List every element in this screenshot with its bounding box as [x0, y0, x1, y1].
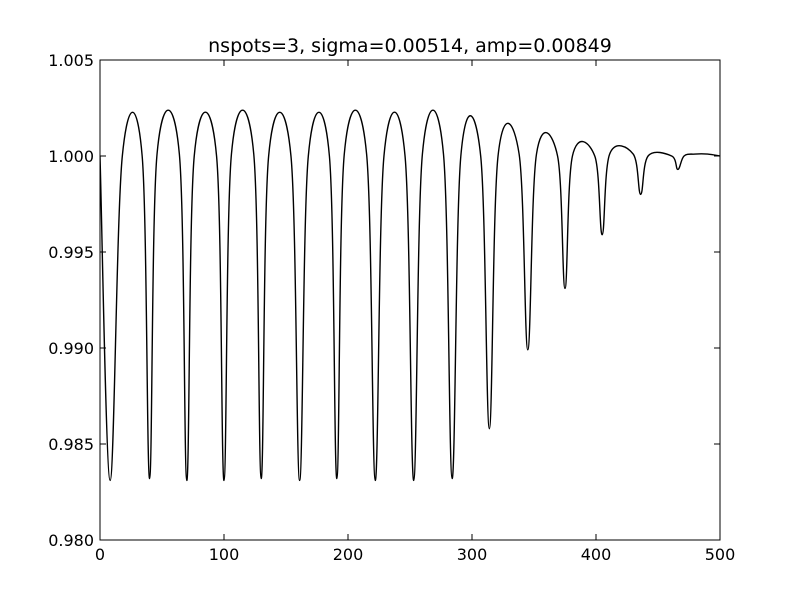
x-tick-label: 0 [95, 545, 105, 564]
x-tick-label: 400 [581, 545, 612, 564]
x-tick-label: 100 [209, 545, 240, 564]
y-tick-label: 0.990 [48, 339, 94, 358]
y-tick-label: 0.995 [48, 243, 94, 262]
series-line-0 [100, 109, 720, 482]
x-tick-label: 300 [457, 545, 488, 564]
y-tick-label: 1.005 [48, 51, 94, 70]
x-tick-label: 200 [333, 545, 364, 564]
x-tick-label: 500 [705, 545, 736, 564]
plot-frame [99, 59, 721, 541]
y-tick-label: 1.000 [48, 147, 94, 166]
y-tick-label: 0.980 [48, 531, 94, 550]
y-tick-label: 0.985 [48, 435, 94, 454]
chart-title: nspots=3, sigma=0.00514, amp=0.00849 [208, 35, 612, 57]
